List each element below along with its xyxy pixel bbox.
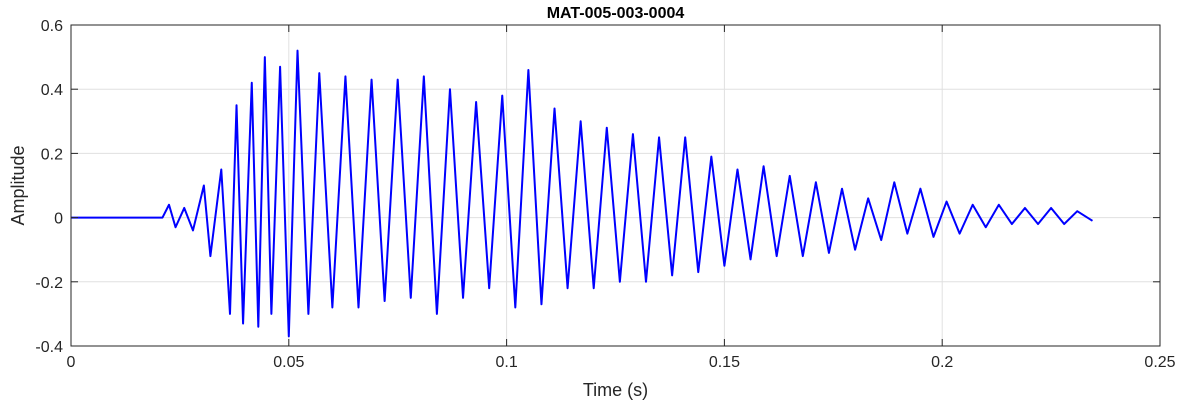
y-tick-label: 0.6 (41, 18, 63, 35)
y-tick-label: 0.2 (41, 146, 63, 163)
x-tick-label: 0.05 (273, 354, 304, 371)
x-tick-label: 0 (67, 354, 76, 371)
y-tick-label: 0.4 (41, 82, 63, 99)
y-tick-label: -0.2 (35, 275, 63, 292)
axes-box (70, 24, 1161, 347)
signal-line (71, 49, 1094, 338)
x-tick-label: 0.2 (931, 354, 953, 371)
y-axis-label: Amplitude (8, 145, 28, 225)
y-tick-labels: -0.4 -0.2 0 0.2 0.4 0.6 (35, 18, 63, 356)
x-tick-labels: 0 0.05 0.1 0.15 0.2 0.25 (67, 354, 1176, 371)
y-tick-label: -0.4 (35, 339, 63, 356)
plot-area (71, 25, 1160, 346)
x-axis-label: Time (s) (583, 380, 648, 400)
x-tick-label: 0.15 (709, 354, 740, 371)
x-tick-label: 0.1 (495, 354, 517, 371)
axis-ticks (70, 24, 1161, 347)
chart-title: MAT-005-003-0004 (547, 5, 685, 22)
x-tick-label: 0.25 (1144, 354, 1175, 371)
y-tick-label: 0 (54, 211, 63, 228)
